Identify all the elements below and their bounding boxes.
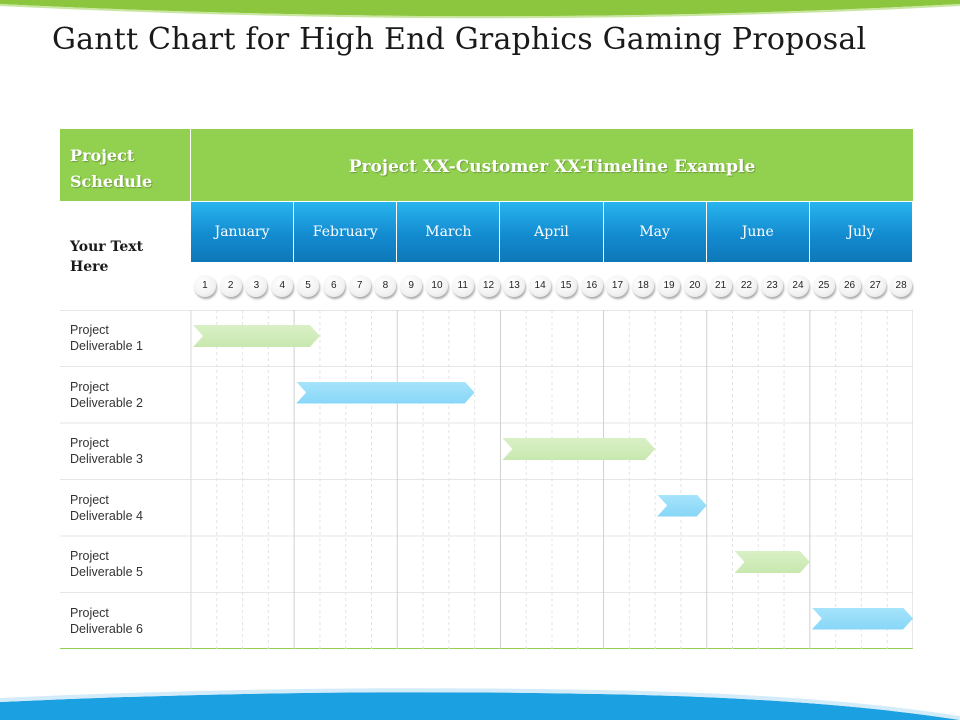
- gantt-chart: Project Schedule Project XX-Customer XX-…: [60, 129, 913, 649]
- day-marker: 9: [400, 275, 423, 297]
- day-marker: 4: [271, 275, 294, 297]
- top-swoosh-decoration: [0, 0, 960, 19]
- day-marker: 23: [761, 275, 784, 297]
- row-label-deliverable-5: Project Deliverable 5: [70, 549, 143, 579]
- gantt-grid: Project Deliverable 1 Project Deliverable 2…: [60, 310, 913, 649]
- month-header-row: January February March April May June July: [191, 202, 913, 262]
- month-may: May: [603, 202, 707, 262]
- row-label-deliverable-2: Project Deliverable 2: [70, 379, 143, 410]
- day-marker: 18: [632, 275, 655, 297]
- gantt-header: Project Schedule Project XX-Customer XX-…: [60, 129, 913, 201]
- project-schedule-label: Project Schedule: [70, 146, 153, 191]
- row-label-deliverable-6: Project Deliverable 6: [70, 605, 143, 636]
- gantt-bar-deliverable-5: [735, 551, 810, 573]
- day-marker: 11: [451, 275, 474, 297]
- day-marker: 17: [606, 275, 629, 297]
- month-june: June: [706, 202, 810, 262]
- day-marker: 27: [864, 275, 887, 297]
- day-marker: 16: [580, 275, 603, 297]
- day-marker: 10: [425, 275, 448, 297]
- day-marker: 22: [735, 275, 758, 297]
- month-january: January: [191, 202, 295, 262]
- month-april: April: [500, 202, 604, 262]
- day-marker: 3: [245, 275, 268, 297]
- month-february: February: [294, 202, 398, 262]
- day-marker: 28: [890, 275, 913, 297]
- gantt-bars: [60, 310, 913, 649]
- day-marker: 5: [297, 275, 320, 297]
- day-number-row: 1 2 3 4 5 6 7 8 9 10 11 12 13 14 15 16 17 18 19 20 21 22 23 24 2…: [191, 262, 913, 310]
- day-marker: 25: [812, 275, 835, 297]
- gantt-bar-deliverable-1: [193, 325, 320, 347]
- day-marker: 6: [322, 275, 345, 297]
- day-marker: 2: [219, 275, 242, 297]
- gantt-bar-deliverable-3: [502, 438, 655, 460]
- row-label-deliverable-3: Project Deliverable 3: [70, 436, 143, 466]
- gantt-bar-deliverable-6: [812, 608, 913, 630]
- timeline-title: Project XX-Customer XX-Timeline Example: [348, 157, 756, 177]
- header-divider: [190, 129, 191, 201]
- day-marker: 12: [477, 275, 500, 297]
- gantt-bar-deliverable-4: [657, 495, 707, 517]
- day-marker: 19: [658, 275, 681, 297]
- day-marker: 21: [709, 275, 732, 297]
- grid-lines: [60, 310, 913, 649]
- side-text-placeholder: Your Text Here: [70, 239, 144, 275]
- day-marker: 20: [683, 275, 706, 297]
- gantt-bar-deliverable-2: [296, 382, 475, 404]
- day-marker: 13: [503, 275, 526, 297]
- bottom-swoosh-decoration: [0, 688, 960, 720]
- row-label-deliverable-4: Project Deliverable 4: [70, 492, 143, 523]
- day-marker: 8: [374, 275, 397, 297]
- month-march: March: [397, 202, 501, 262]
- day-marker: 1: [193, 275, 216, 297]
- month-july: July: [809, 202, 913, 262]
- page-title: Gantt Chart for High End Graphics Gaming…: [52, 22, 867, 57]
- day-marker: 14: [529, 275, 552, 297]
- row-label-deliverable-1: Project Deliverable 1: [70, 323, 143, 353]
- day-marker: 24: [786, 275, 809, 297]
- day-marker: 7: [348, 275, 371, 297]
- day-marker: 15: [554, 275, 577, 297]
- day-marker: 26: [838, 275, 861, 297]
